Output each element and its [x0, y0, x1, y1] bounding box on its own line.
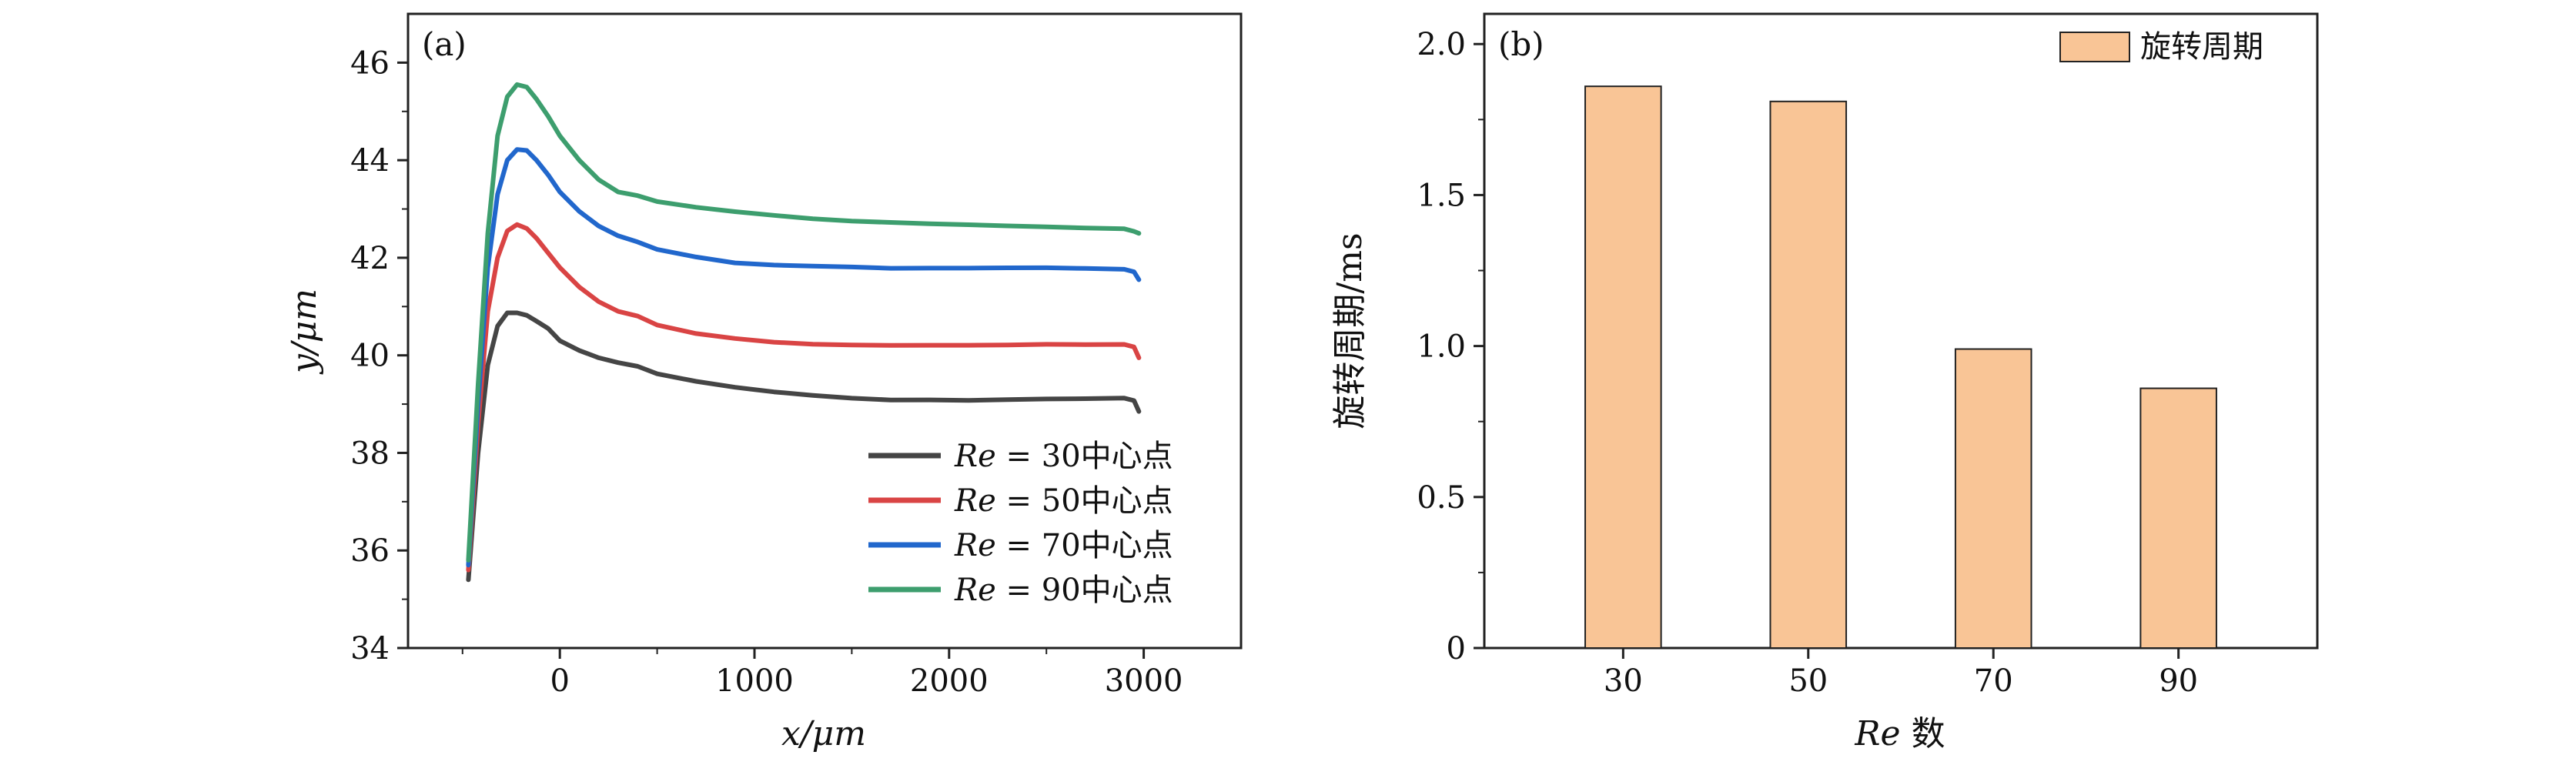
- y-tick-label: 1.0: [1417, 329, 1466, 365]
- x-tick-label: 70: [1974, 663, 2013, 699]
- y-tick-label: 34: [350, 631, 390, 666]
- y-tick-label: 2.0: [1417, 27, 1466, 62]
- panel-b-legend: 旋转周期: [2059, 29, 2263, 65]
- panel-a-label: (a): [422, 25, 467, 63]
- panel-a-line-chart: 0 1000 2000 3000 34 36 38 40 42 44 46 (a) x/μm y/μ…: [285, 12, 1243, 753]
- y-tick-label: 46: [350, 45, 390, 81]
- x-tick-label: 50: [1788, 663, 1828, 699]
- bar-50: [1769, 100, 1848, 650]
- panel-a-plot-frame: [406, 12, 1243, 650]
- legend-label-re90: Re = 90中心点: [954, 573, 1173, 608]
- panel-a-y-axis-title: y/μm: [285, 289, 324, 375]
- series-line-1: [466, 222, 1142, 573]
- panel-b-ticks-group: 30 50 70 90 0 0.5 1.0 1.5 2.0: [1417, 27, 2198, 699]
- series-line-3: [466, 82, 1142, 563]
- bar-30: [1584, 85, 1662, 649]
- legend-label-re50: Re = 50中心点: [954, 483, 1173, 519]
- legend-label-re30: Re = 30中心点: [954, 439, 1173, 474]
- panel-a-ticks-group: 0 1000 2000 3000 34 36 38 40 42 44 46: [350, 45, 1183, 699]
- x-tick-label: 0: [550, 663, 569, 699]
- y-tick-label: 44: [350, 143, 390, 179]
- panel-b-bar-chart: 30 50 70 90 0 0.5 1.0 1.5 2.0 (b) Re 数 旋转周期/ms 旋…: [1330, 12, 2319, 753]
- panel-a-series-group: [466, 82, 1142, 583]
- panel-b-x-axis-title: Re 数: [1854, 714, 1945, 753]
- x-tick-label: 30: [1604, 663, 1643, 699]
- x-tick-label: 2000: [910, 663, 989, 699]
- x-tick-label: 1000: [715, 663, 794, 699]
- panel-a-x-axis-title: x/μm: [781, 714, 866, 753]
- y-tick-label: 1.5: [1417, 178, 1466, 213]
- series-line-2: [466, 147, 1142, 568]
- legend-label-re70: Re = 70中心点: [954, 528, 1173, 563]
- panel-a-legend: Re = 30中心点 Re = 50中心点 Re = 70中心点 Re = 90…: [868, 439, 1173, 608]
- panel-b-bars-group: [1584, 85, 2217, 650]
- legend-label-rotation-period: 旋转周期: [2140, 29, 2263, 65]
- y-tick-label: 38: [350, 436, 390, 471]
- bar-70: [1954, 348, 2032, 649]
- y-tick-label: 42: [350, 241, 390, 276]
- x-tick-label: 3000: [1105, 663, 1183, 699]
- x-tick-label: 90: [2159, 663, 2198, 699]
- y-tick-label: 0.5: [1417, 480, 1466, 516]
- bar-90: [2139, 387, 2217, 649]
- series-line-0: [466, 310, 1142, 583]
- y-tick-label: 40: [350, 339, 390, 374]
- y-tick-label: 0: [1447, 631, 1466, 666]
- y-tick-label: 36: [350, 533, 390, 569]
- panel-b-label: (b): [1498, 25, 1544, 63]
- panel-b-y-axis-title: 旋转周期/ms: [1330, 232, 1370, 429]
- panel-b-plot-frame: [1483, 12, 2319, 650]
- legend-swatch-rotation-period: [2059, 32, 2130, 62]
